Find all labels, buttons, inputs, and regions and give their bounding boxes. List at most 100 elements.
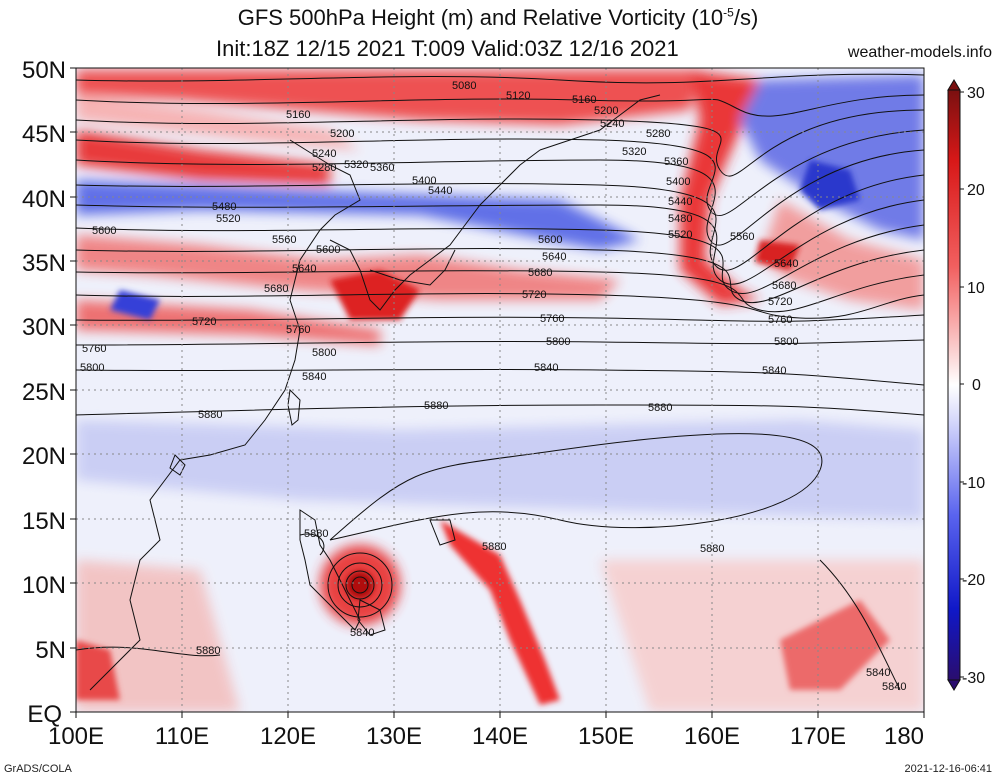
title-main: GFS 500hPa Height (m) and Relative Vorti… (237, 5, 724, 30)
colorbar-top-arrow (947, 79, 961, 91)
contour-label: 5600 (538, 234, 562, 246)
contour-label: 5360 (370, 162, 394, 174)
contour-label: 5320 (622, 146, 646, 158)
contour-label: 5680 (528, 267, 552, 279)
contour-label: 5320 (344, 159, 368, 171)
contour-label: 5880 (304, 528, 328, 540)
height-contours (76, 73, 924, 691)
lat-label: 20N (22, 443, 66, 470)
lat-label: 45N (22, 121, 66, 148)
footer-credit: GrADS/COLA (4, 763, 72, 775)
axis-ticks (70, 67, 925, 718)
lat-label: 10N (22, 572, 66, 599)
lat-label: 5N (35, 637, 66, 664)
contour-label: 5480 (668, 213, 692, 225)
contour-label: 5760 (540, 313, 564, 325)
lon-label: 120E (260, 723, 316, 750)
contour-label: 5760 (286, 324, 310, 336)
contour-label: 5720 (522, 289, 546, 301)
contour-label: 5280 (312, 162, 336, 174)
contour-label: 5840 (350, 627, 374, 639)
contour-label: 5240 (600, 118, 624, 130)
colorbar-tick: -30 (962, 670, 985, 687)
title-end: /s) (733, 5, 759, 30)
lat-label: 15N (22, 508, 66, 535)
contour-label: 5720 (192, 316, 216, 328)
contour-label: 5200 (594, 105, 618, 117)
lat-label: 40N (22, 186, 66, 213)
lat-label: 35N (22, 250, 66, 277)
coastlines (89, 94, 661, 691)
chart-subtitle: Init:18Z 12/15 2021 T:009 Valid:03Z 12/1… (216, 36, 679, 61)
contour-labels: 5080 5120 5160 5160 5200 5240 5280 5200 … (80, 80, 906, 693)
lon-label: 100E (48, 723, 104, 750)
lat-label: EQ (27, 701, 62, 728)
lat-label: 25N (22, 379, 66, 406)
lon-label: 160E (684, 723, 740, 750)
contour-label: 5840 (302, 371, 326, 383)
contour-label: 5600 (316, 244, 340, 256)
lon-label: 150E (578, 723, 634, 750)
footer-timestamp: 2021-12-16-06:41 (904, 763, 992, 775)
latitude-labels: 50N 45N 40N 35N 30N 25N 20N 15N 10N 5N E… (22, 57, 66, 728)
contour-label: 5800 (80, 362, 104, 374)
contour-label: 5680 (772, 280, 796, 292)
vorticity-field (76, 68, 924, 712)
colorbar-tick: 10 (967, 280, 985, 297)
contour-label: 5800 (546, 336, 570, 348)
contour-label: 5800 (312, 347, 336, 359)
contour-label: 5840 (866, 667, 890, 679)
contour-label: 5640 (292, 263, 316, 275)
contour-label: 5680 (264, 283, 288, 295)
contour-label: 5480 (212, 201, 236, 213)
lon-label: 170E (790, 723, 846, 750)
contour-label: 5160 (286, 109, 310, 121)
contour-label: 5400 (412, 175, 436, 187)
contour-label: 5840 (882, 681, 906, 693)
colorbar-tick: 0 (972, 377, 981, 394)
contour-label: 5120 (506, 90, 530, 102)
lat-label: 30N (22, 314, 66, 341)
lon-label: 140E (472, 723, 528, 750)
longitude-labels: 100E 110E 120E 130E 140E 150E 160E 170E … (48, 723, 924, 750)
site-credit: weather-models.info (847, 44, 992, 61)
contour-label: 5080 (452, 80, 476, 92)
colorbar-tick: 30 (967, 85, 985, 102)
contour-label: 5880 (648, 402, 672, 414)
lon-label: 110E (155, 723, 209, 750)
contour-label: 5880 (700, 543, 724, 555)
chart-title: GFS 500hPa Height (m) and Relative Vorti… (0, 5, 998, 31)
contour-label: 5640 (774, 258, 798, 270)
title-exponent: -5 (723, 5, 734, 20)
contour-label: 5840 (534, 362, 558, 374)
contour-label: 5400 (666, 176, 690, 188)
contour-label: 5440 (668, 196, 692, 208)
contour-label: 5560 (730, 231, 754, 243)
contour-label: 5560 (272, 234, 296, 246)
lat-label: 50N (22, 57, 66, 84)
contour-label: 5280 (646, 128, 670, 140)
colorbar-bottom-arrow (947, 679, 961, 691)
colorbar-tick: -20 (962, 572, 985, 589)
contour-label: 5440 (428, 185, 452, 197)
contour-label: 5800 (774, 336, 798, 348)
contour-label: 5200 (330, 128, 354, 140)
contour-label: 5840 (762, 365, 786, 377)
contour-label: 5520 (668, 229, 692, 241)
colorbar-tick: 20 (967, 182, 985, 199)
colorbar-scale (947, 89, 961, 681)
contour-label: 5360 (664, 156, 688, 168)
lon-label: 180 (884, 723, 924, 750)
contour-label: 5760 (768, 314, 792, 326)
contour-label: 5720 (768, 296, 792, 308)
contour-label: 5880 (424, 400, 448, 412)
contour-label: 5760 (82, 343, 106, 355)
contour-label: 5160 (572, 94, 596, 106)
contour-label: 5880 (482, 541, 506, 553)
contour-label: 5520 (216, 213, 240, 225)
contour-label: 5880 (198, 409, 222, 421)
lon-label: 130E (366, 723, 422, 750)
contour-label: 5640 (542, 251, 566, 263)
contour-label: 5600 (92, 225, 116, 237)
